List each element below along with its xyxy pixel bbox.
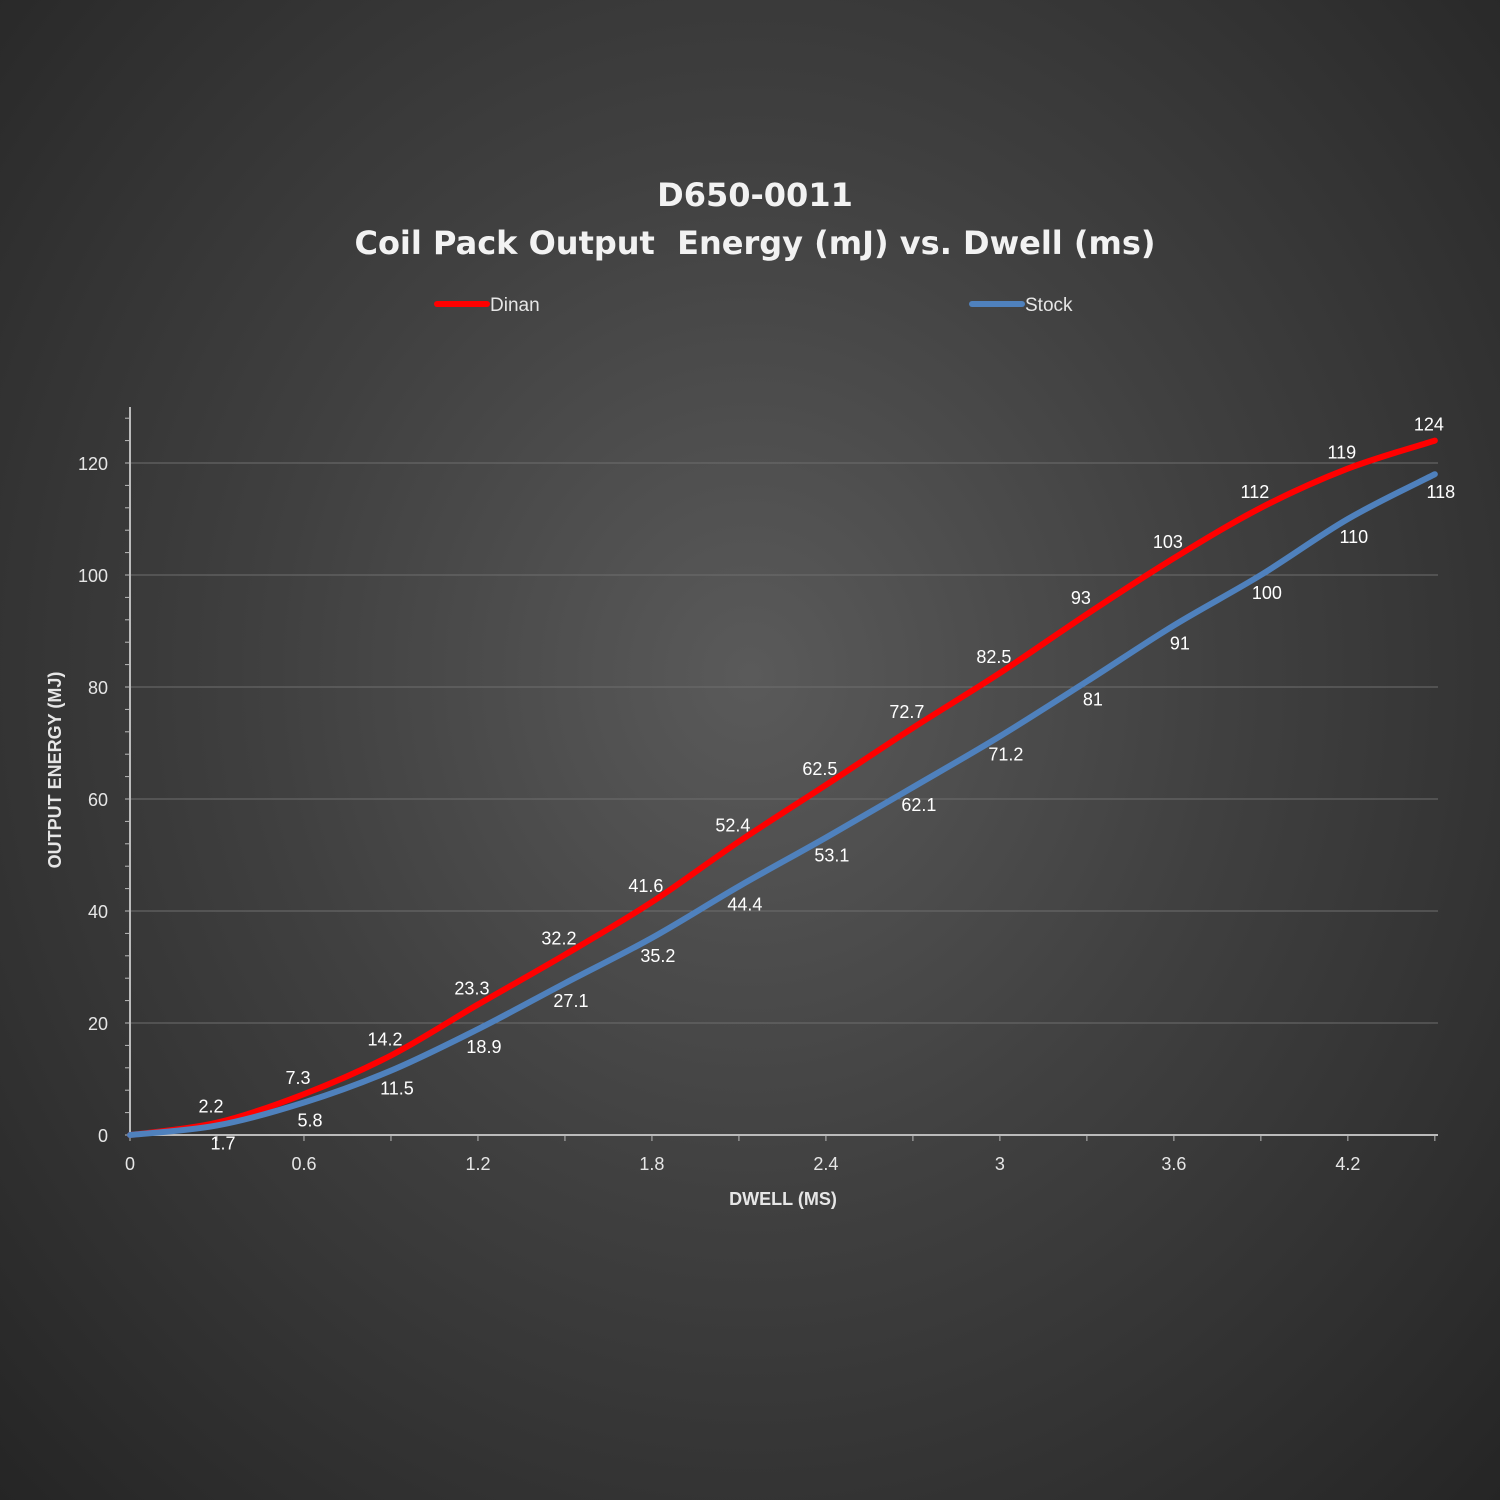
data-label-dinan: 119: [1328, 443, 1357, 463]
x-tick-label: 0.6: [291, 1154, 316, 1174]
x-tick-label: 3: [995, 1154, 1005, 1174]
x-tick-label: 0: [125, 1154, 135, 1174]
data-label-stock: 44.4: [727, 894, 762, 914]
data-label-dinan: 124: [1414, 415, 1444, 435]
y-tick-label: 100: [78, 566, 108, 586]
y-tick-label: 60: [88, 790, 108, 810]
data-label-stock: 27.1: [553, 991, 588, 1011]
chart-title: D650-0011: [657, 176, 853, 214]
data-labels: 2.2 7.3 14.2 23.3 32.2 41.6 52.4 62.5 72.7 82.5 93…: [198, 415, 1455, 1154]
series-line-dinan: [127, 437, 1438, 1138]
data-label-dinan: 14.2: [367, 1029, 402, 1049]
x-tick-label: 4.2: [1335, 1154, 1360, 1174]
data-label-stock: 71.2: [988, 744, 1023, 764]
data-label-stock: 5.8: [297, 1111, 322, 1131]
data-label-stock: 118: [1426, 482, 1455, 502]
x-tick-label: 3.6: [1161, 1154, 1186, 1174]
y-tick-label: 0: [98, 1126, 108, 1146]
data-label-stock: 91: [1170, 633, 1190, 653]
data-label-dinan: 2.2: [198, 1097, 223, 1117]
legend-label-stock: Stock: [1025, 295, 1073, 316]
data-label-dinan: 41.6: [628, 876, 663, 896]
data-label-stock: 100: [1252, 583, 1282, 603]
y-tick-label: 40: [88, 902, 108, 922]
data-label-stock: 11.5: [380, 1079, 414, 1099]
data-label-dinan: 93: [1071, 588, 1091, 608]
data-label-stock: 1.7: [210, 1133, 235, 1153]
x-tick-label: 2.4: [813, 1154, 838, 1174]
legend-label-dinan: Dinan: [490, 295, 540, 316]
x-axis-label: DWELL (MS): [729, 1189, 837, 1209]
data-label-dinan: 112: [1241, 482, 1270, 502]
data-label-dinan: 82.5: [976, 647, 1011, 667]
data-label-stock: 53.1: [814, 846, 849, 866]
y-axis-label: OUTPUT ENERGY (MJ): [45, 672, 65, 869]
data-label-dinan: 62.5: [802, 759, 837, 779]
data-label-stock: 81: [1083, 689, 1103, 709]
y-tick-label: 20: [88, 1014, 108, 1034]
x-tick-label: 1.2: [465, 1154, 490, 1174]
data-label-stock: 18.9: [466, 1037, 501, 1057]
data-label-stock: 35.2: [640, 946, 675, 966]
legend: Dinan Stock: [434, 295, 1073, 316]
y-tick-label: 80: [88, 678, 108, 698]
data-label-dinan: 103: [1153, 532, 1183, 552]
data-label-dinan: 7.3: [285, 1068, 310, 1088]
series-group: [127, 437, 1438, 1138]
y-tick-label: 120: [78, 454, 108, 474]
data-label-dinan: 52.4: [715, 816, 750, 836]
axes: 0 20 40 60 80 100 120 0 0.6 1.2 1.8 2.4 3 3.6 4.2: [78, 407, 1438, 1174]
data-label-stock: 110: [1340, 527, 1369, 547]
x-tick-label: 1.8: [639, 1154, 664, 1174]
data-label-dinan: 32.2: [541, 929, 576, 949]
data-label-dinan: 72.7: [889, 702, 924, 722]
gridlines: [130, 462, 1438, 1024]
data-label-stock: 62.1: [901, 795, 936, 815]
series-line-stock: [127, 471, 1438, 1138]
chart-subtitle: Coil Pack Output Energy (mJ) vs. Dwell (…: [354, 224, 1155, 262]
data-label-dinan: 23.3: [454, 979, 489, 999]
